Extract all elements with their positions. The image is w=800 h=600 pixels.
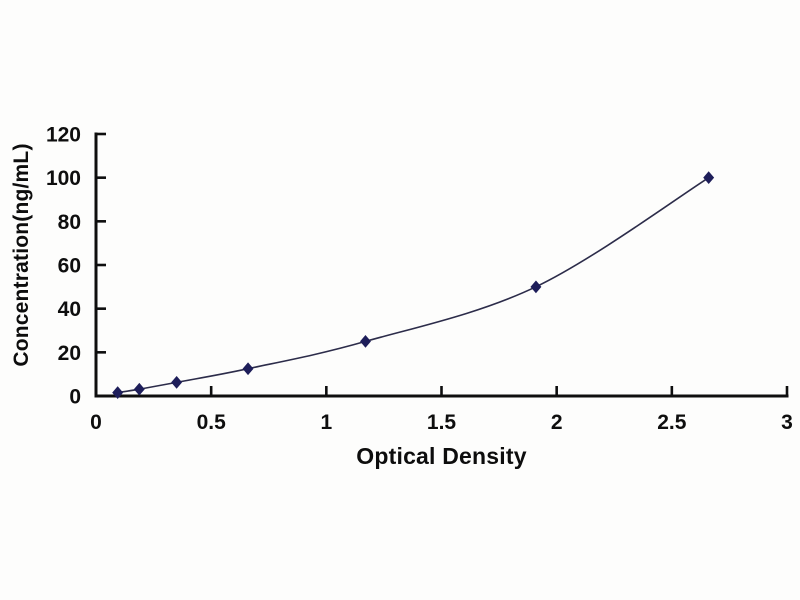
y-tick-label: 80 [58, 211, 81, 234]
y-tick-label: 100 [46, 167, 81, 190]
y-tick-label: 60 [58, 255, 81, 278]
data-point-marker [133, 382, 145, 396]
data-point-marker [112, 386, 124, 399]
data-point-marker [242, 362, 254, 376]
y-tick-label: 0 [69, 386, 81, 409]
x-tick-label: 0 [90, 411, 102, 434]
x-tick-label: 3 [781, 411, 793, 434]
data-point-marker [360, 335, 371, 348]
data-point-marker [530, 280, 542, 294]
x-tick-label: 1.5 [427, 411, 457, 434]
y-tick-label: 40 [58, 298, 81, 321]
y-tick-label: 20 [58, 342, 81, 365]
x-tick-label: 2 [551, 411, 563, 434]
curve-line [117, 177, 710, 394]
x-tick-label: 1 [320, 411, 332, 434]
data-point-marker [171, 375, 183, 389]
y-tick-label: 120 [46, 124, 81, 147]
x-tick-label: 2.5 [657, 411, 687, 434]
data-point-marker [703, 171, 715, 185]
x-tick-label: 0.5 [197, 411, 227, 434]
